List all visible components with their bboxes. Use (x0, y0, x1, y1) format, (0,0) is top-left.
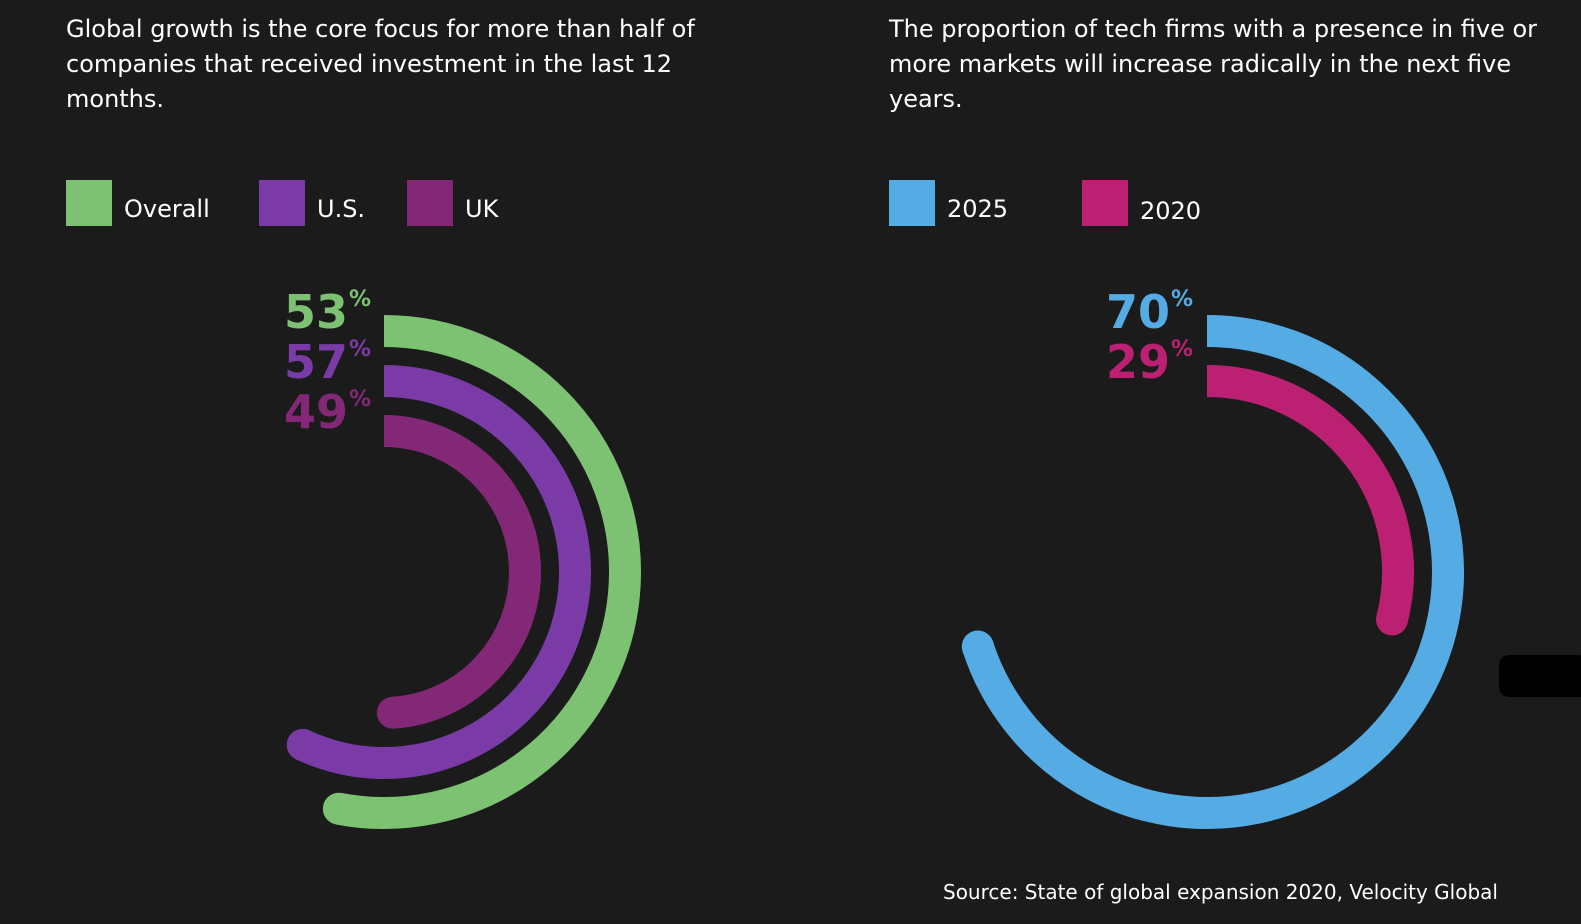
left-radial-chart: 53 %57 %49% (284, 285, 641, 829)
legend-swatch-uk (407, 180, 453, 226)
arc-end-u-s (286, 728, 319, 761)
unit-label-uk: % (349, 387, 371, 412)
unit-label-overall: % (349, 287, 371, 312)
arc-end-2020 (1376, 603, 1408, 636)
right-chart-title: The proportion of tech firms with a pres… (889, 15, 1538, 113)
value-label-2025: 70 (1106, 285, 1170, 339)
right-radial-chart: 70 %29% (961, 285, 1464, 829)
legend-swatch-us (259, 180, 305, 226)
arc-2025 (962, 315, 1464, 829)
legend-label-us: U.S. (317, 195, 366, 223)
value-label-overall: 53 (284, 285, 348, 339)
arc-overall (335, 315, 641, 829)
legend-label-2020: 2020 (1140, 197, 1202, 225)
legend-swatch-overall (66, 180, 112, 226)
source-note: Source: State of global expansion 2020, … (943, 880, 1498, 904)
value-label-uk: 49 (284, 385, 348, 439)
left-legend: Overall U.S. UK (66, 180, 526, 228)
arc-end-uk (376, 696, 409, 729)
arc-end-2025 (961, 630, 994, 663)
redaction-mark (1499, 655, 1581, 697)
unit-label-2020: % (1171, 337, 1193, 362)
value-label-2020: 29 (1106, 335, 1170, 389)
arc-end-overall (322, 792, 355, 825)
right-legend: 2025 2020 (889, 180, 1229, 228)
arc-uk (383, 415, 541, 729)
legend-label-uk: UK (465, 195, 499, 223)
unit-label-2025: % (1171, 287, 1193, 312)
unit-label-u-s: % (349, 337, 371, 362)
value-label-u-s: 57 (284, 335, 348, 389)
left-chart-title: Global growth is the core focus for more… (66, 15, 695, 113)
legend-swatch-2025 (889, 180, 935, 226)
legend-label-overall: Overall (124, 195, 210, 223)
arc-2020 (1206, 365, 1414, 624)
legend-swatch-2020 (1082, 180, 1128, 226)
legend-label-2025: 2025 (947, 195, 1009, 223)
arc-u-s (295, 365, 591, 779)
